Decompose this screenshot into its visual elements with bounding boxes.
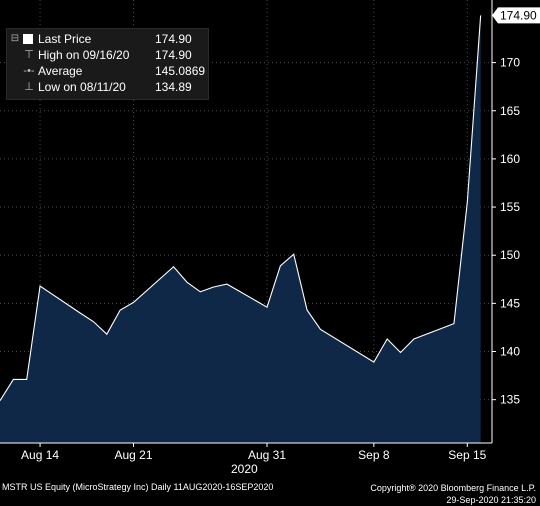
legend-value: 174.90 (155, 48, 192, 62)
year-label: 2020 (231, 462, 258, 476)
collapse-icon[interactable]: ⊟ (10, 33, 20, 44)
price-line (0, 15, 482, 402)
y-tick-label: 165 (500, 104, 520, 118)
y-tick-label: 160 (500, 152, 520, 166)
y-tick-label: 145 (500, 296, 520, 310)
legend-label: Low on 08/11/20 (38, 80, 126, 94)
last-price-tag (492, 7, 540, 24)
legend-label: Average (38, 64, 83, 78)
legend-item-last-price: ⊟ Last Price 174.90 (7, 31, 208, 47)
legend-value: 145.0869 (155, 64, 206, 78)
timestamp-text: 29-Sep-2020 21:35:20 (446, 495, 536, 505)
legend-label: High on 09/16/20 (38, 48, 130, 62)
footer-security-info: MSTR US Equity (MicroStrategy Inc) Daily… (2, 482, 274, 492)
legend-label: Last Price (38, 32, 92, 46)
x-tick-label: Aug 14 (21, 448, 59, 462)
low-marker-icon: ⊥ (24, 81, 34, 93)
y-tick-labels: 135 140 145 150 155 160 165 170 (500, 56, 520, 407)
y-tick-label: 135 (500, 393, 520, 407)
copyright-text: Copyright® 2020 Bloomberg Finance L.P. (370, 483, 536, 493)
y-tick-label: 140 (500, 345, 520, 359)
last-price-swatch-icon (23, 34, 33, 44)
chart-legend: ⊟ Last Price 174.90 ⊤ High on 09/16/20 1… (6, 28, 209, 100)
y-tick-label: 170 (500, 56, 520, 70)
x-tick-label: Sep 8 (358, 448, 390, 462)
last-price-tag-label: 174.90 (500, 8, 537, 22)
x-tick-label: Aug 31 (248, 448, 286, 462)
y-tick-label: 155 (500, 200, 520, 214)
price-area (0, 15, 482, 443)
price-area-fill (0, 15, 481, 443)
y-tick-label: 150 (500, 248, 520, 262)
x-tick-labels: Aug 14 Aug 21 Aug 31 Sep 8 Sep 15 (21, 448, 487, 462)
x-tick-label: Sep 15 (448, 448, 486, 462)
legend-item-high: ⊤ High on 09/16/20 174.90 (7, 47, 208, 63)
average-marker-icon: -•- (23, 65, 35, 77)
last-price-tag-group: 174.90 (492, 7, 540, 24)
x-tick-label: Aug 21 (114, 448, 152, 462)
footer-copyright: Copyright® 2020 Bloomberg Finance L.P. 2… (370, 482, 536, 506)
legend-item-low: ⊥ Low on 08/11/20 134.89 (7, 79, 208, 95)
axes (0, 0, 496, 447)
high-marker-icon: ⊤ (24, 49, 34, 61)
legend-value: 134.89 (155, 80, 192, 94)
legend-value: 174.90 (155, 32, 192, 46)
legend-item-average: -•- Average 145.0869 (7, 63, 208, 79)
